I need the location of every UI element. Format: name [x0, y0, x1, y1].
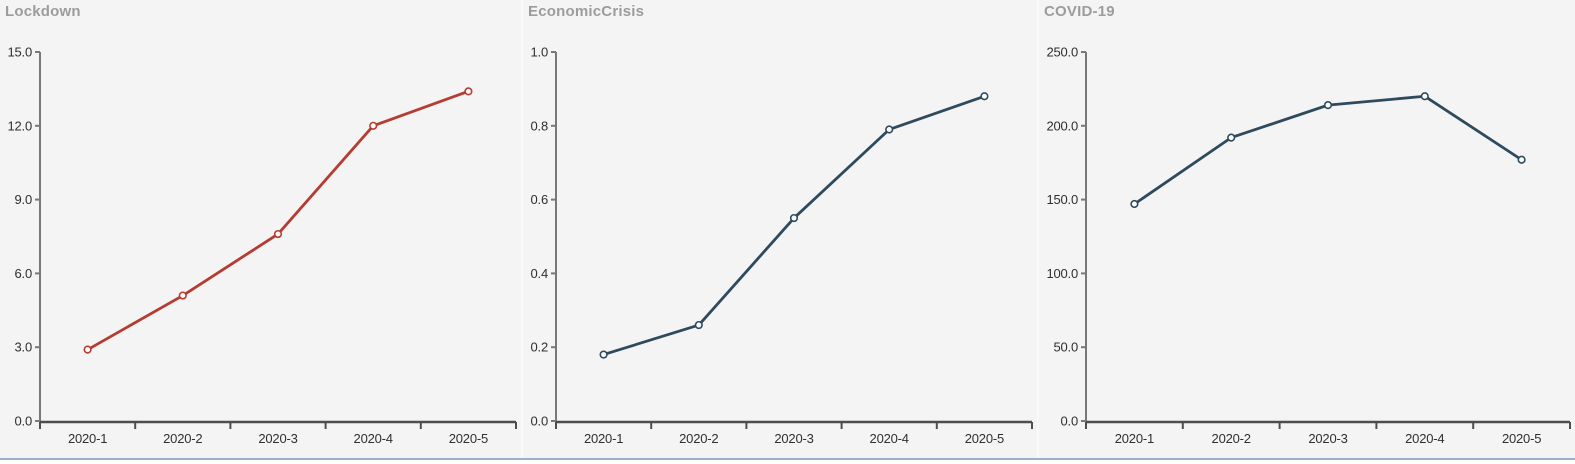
svg-text:2020-5: 2020-5	[1502, 431, 1541, 446]
svg-text:2020-3: 2020-3	[258, 431, 297, 446]
svg-text:0.6: 0.6	[531, 192, 548, 207]
svg-text:2020-3: 2020-3	[774, 431, 813, 446]
line-chart-covid-19: 0.0 50.0 100.0 150.0 200.0 250.0 2020-1 2020-2 2…	[1046, 45, 1571, 446]
svg-text:6.0: 6.0	[15, 266, 32, 281]
svg-text:150.0: 150.0	[1046, 192, 1078, 207]
svg-text:2020-2: 2020-2	[1212, 431, 1251, 446]
svg-text:200.0: 200.0	[1046, 118, 1078, 133]
svg-text:2020-1: 2020-1	[584, 431, 623, 446]
svg-text:0.0: 0.0	[15, 414, 32, 429]
svg-text:2020-4: 2020-4	[870, 431, 909, 446]
svg-text:100.0: 100.0	[1046, 266, 1078, 281]
bottom-strip	[0, 458, 1575, 464]
svg-text:2020-5: 2020-5	[965, 431, 1004, 446]
svg-text:0.4: 0.4	[531, 266, 548, 281]
svg-text:1.0: 1.0	[531, 45, 548, 60]
svg-text:2020-3: 2020-3	[1308, 431, 1347, 446]
svg-text:2020-2: 2020-2	[679, 431, 718, 446]
svg-text:12.0: 12.0	[7, 118, 32, 133]
svg-text:250.0: 250.0	[1046, 45, 1078, 60]
chart-panel-lockdown: Lockdown 0.0 3.0 6.0 9.0 12.0 15.0 2020-1 2020-…	[0, 0, 521, 458]
svg-text:15.0: 15.0	[7, 45, 32, 60]
svg-text:0.0: 0.0	[1061, 414, 1078, 429]
line-chart-lockdown: 0.0 3.0 6.0 9.0 12.0 15.0 2020-1 2020-2 2020-3 20…	[7, 45, 517, 446]
svg-text:50.0: 50.0	[1053, 340, 1078, 355]
svg-text:2020-1: 2020-1	[1115, 431, 1154, 446]
svg-text:0.0: 0.0	[531, 414, 548, 429]
svg-text:9.0: 9.0	[15, 192, 32, 207]
bottom-divider-line	[0, 458, 1575, 460]
chart-title-economic-crisis: EconomicCrisis	[528, 3, 645, 20]
svg-text:0.8: 0.8	[531, 118, 548, 133]
svg-text:2020-1: 2020-1	[68, 431, 107, 446]
svg-text:2020-2: 2020-2	[163, 431, 202, 446]
svg-text:2020-4: 2020-4	[1405, 431, 1444, 446]
chart-title-covid-19: COVID-19	[1044, 3, 1115, 20]
svg-text:3.0: 3.0	[15, 340, 32, 355]
svg-text:2020-4: 2020-4	[354, 431, 393, 446]
chart-title-lockdown: Lockdown	[5, 3, 81, 20]
chart-panel-covid-19: COVID-19 0.0 50.0 100.0 150.0 200.0 250.0 2020…	[1037, 0, 1575, 458]
chart-panel-economic-crisis: EconomicCrisis 0.0 0.2 0.4 0.6 0.8 1.0 2020-1 2…	[521, 0, 1037, 458]
line-chart-economic-crisis: 0.0 0.2 0.4 0.6 0.8 1.0 2020-1 2020-2 2020-3 2020…	[531, 45, 1033, 446]
svg-text:0.2: 0.2	[531, 340, 548, 355]
svg-text:2020-5: 2020-5	[449, 431, 488, 446]
